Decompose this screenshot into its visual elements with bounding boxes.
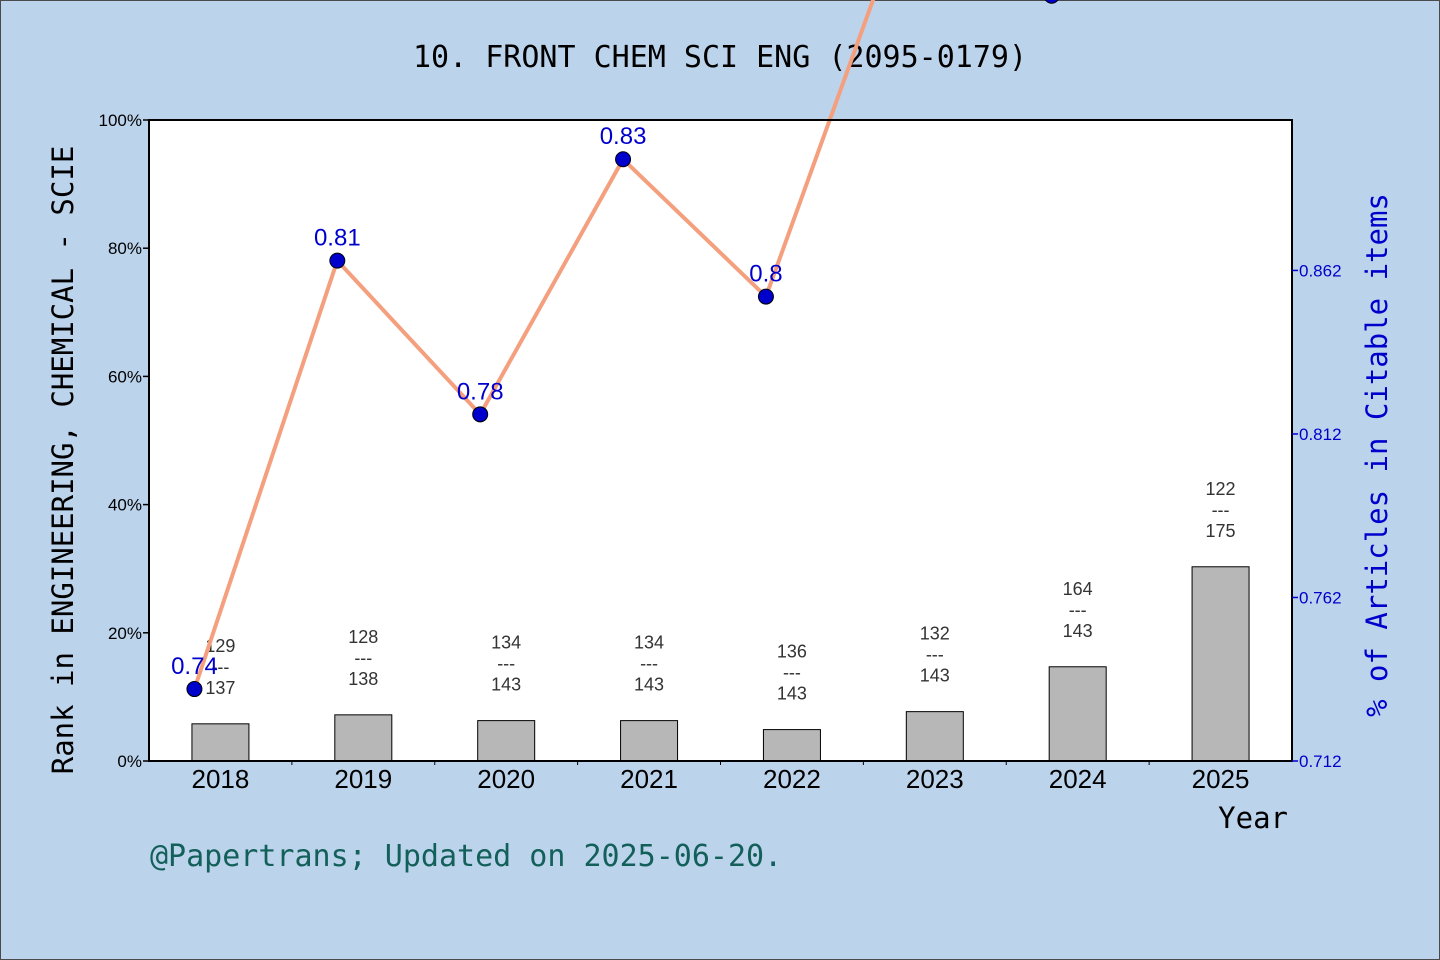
point-value-label: 0.83 bbox=[600, 123, 647, 150]
bar-total-label: 143 bbox=[634, 675, 664, 695]
left-tick-label: 60% bbox=[108, 367, 142, 386]
right-tick-label: 0.862 bbox=[1299, 261, 1342, 280]
x-tick-label: 2023 bbox=[906, 764, 964, 794]
bar-2018 bbox=[191, 723, 250, 762]
line-marker-2019 bbox=[329, 252, 346, 269]
left-tick-label: 0% bbox=[117, 752, 142, 771]
credit-text: @Papertrans; Updated on 2025-06-20. bbox=[150, 839, 782, 874]
bar-2025 bbox=[1191, 566, 1250, 762]
line-marker-2021 bbox=[615, 151, 632, 168]
x-tick-label: 2022 bbox=[763, 764, 821, 794]
bar-separator-label: --- bbox=[926, 645, 944, 665]
bar-total-label: 143 bbox=[777, 684, 807, 704]
left-tick-label: 80% bbox=[108, 239, 142, 258]
bar-separator-label: --- bbox=[211, 657, 229, 677]
bar-total-label: 143 bbox=[1063, 621, 1093, 641]
y-axis-right-label: % of Articles in Citable items bbox=[1360, 193, 1394, 717]
left-tick-label: 20% bbox=[108, 624, 142, 643]
line-marker-2022 bbox=[757, 288, 774, 305]
bar-separator-label: --- bbox=[1069, 600, 1087, 620]
line-marker-2018 bbox=[186, 681, 203, 698]
bar-2023 bbox=[905, 711, 964, 762]
bar-total-label: 137 bbox=[205, 678, 235, 698]
bar-rank-label: 132 bbox=[920, 624, 950, 644]
bar-rank-label: 134 bbox=[634, 633, 664, 653]
bar-rank-label: 164 bbox=[1063, 579, 1093, 599]
x-axis-label: Year bbox=[1218, 801, 1288, 835]
x-tick-label: 2025 bbox=[1192, 764, 1250, 794]
line-marker-2020 bbox=[472, 406, 489, 423]
bar-rank-label: 129 bbox=[205, 636, 235, 656]
bar-separator-label: --- bbox=[1212, 500, 1230, 520]
bar-separator-label: --- bbox=[783, 663, 801, 683]
point-labels-layer: 0.740.810.780.830.80.880.860.88 bbox=[171, 123, 783, 680]
bar-total-label: 143 bbox=[491, 675, 521, 695]
right-tick-label: 0.712 bbox=[1299, 752, 1342, 771]
series-line bbox=[192, 0, 876, 690]
right-tick-label: 0.812 bbox=[1299, 425, 1342, 444]
left-axis: 0% 20% 40% 60% 80% 100% bbox=[99, 111, 149, 771]
x-axis: 2018 2019 2020 2021 2022 2023 2024 2025 bbox=[192, 761, 1250, 794]
line-marker-2024 bbox=[1044, 0, 1059, 4]
line-layer bbox=[192, 0, 876, 690]
bar-total-label: 143 bbox=[920, 666, 950, 686]
x-tick-label: 2021 bbox=[620, 764, 678, 794]
bar-rank-label: 134 bbox=[491, 633, 521, 653]
x-tick-label: 2024 bbox=[1049, 764, 1107, 794]
bar-2022 bbox=[762, 729, 821, 762]
point-value-label: 0.74 bbox=[171, 653, 218, 680]
bar-rank-label: 122 bbox=[1206, 479, 1236, 499]
bar-2024 bbox=[1048, 666, 1107, 762]
point-value-label: 0.8 bbox=[749, 261, 782, 288]
y-axis-left-label: Rank in ENGINEERING, CHEMICAL - SCIE bbox=[46, 146, 80, 775]
bar-separator-label: --- bbox=[640, 654, 658, 674]
bar-total-label: 175 bbox=[1206, 521, 1236, 541]
left-tick-label: 40% bbox=[108, 496, 142, 515]
point-value-label: 0.81 bbox=[314, 225, 361, 252]
markers-layer bbox=[186, 0, 1059, 698]
x-tick-label: 2020 bbox=[477, 764, 535, 794]
bar-2020 bbox=[477, 720, 536, 762]
right-axis: 0.712 0.762 0.812 0.862 bbox=[1292, 261, 1342, 771]
bar-labels-layer: 129---137128---138134---143134---143136-… bbox=[205, 479, 1235, 704]
bar-rank-label: 136 bbox=[777, 642, 807, 662]
plot-area bbox=[149, 120, 1292, 761]
point-value-label: 0.78 bbox=[457, 378, 504, 405]
bar-rank-label: 128 bbox=[348, 627, 378, 647]
bar-2021 bbox=[620, 720, 679, 762]
left-tick-label: 100% bbox=[99, 111, 142, 130]
bar-2019 bbox=[334, 714, 393, 762]
bar-separator-label: --- bbox=[497, 654, 515, 674]
x-tick-label: 2019 bbox=[334, 764, 392, 794]
bar-separator-label: --- bbox=[354, 648, 372, 668]
bar-total-label: 138 bbox=[348, 669, 378, 689]
right-tick-label: 0.762 bbox=[1299, 588, 1342, 607]
chart-title: 10. FRONT CHEM SCI ENG (2095-0179) bbox=[413, 40, 1027, 75]
x-tick-label: 2018 bbox=[192, 764, 250, 794]
